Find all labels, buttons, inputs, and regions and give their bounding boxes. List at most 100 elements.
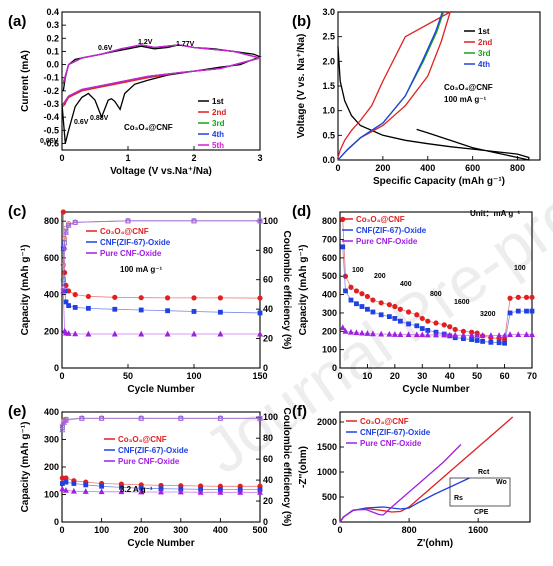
data-point [60, 283, 67, 290]
data-point [452, 326, 458, 333]
data-point [414, 323, 420, 329]
y-tick-label: 500 [322, 271, 337, 281]
panel-label: (b) [292, 13, 311, 30]
data-point [397, 306, 403, 312]
rate-label: 800 [430, 291, 442, 298]
data-point [348, 284, 354, 290]
data-point [125, 217, 131, 224]
data-point [433, 320, 439, 326]
data-point [217, 295, 223, 301]
data-point [60, 262, 66, 268]
data-point [63, 475, 69, 481]
y-tick-label: -0.1 [43, 73, 59, 83]
data-point [378, 300, 384, 306]
panel-label: (c) [8, 203, 26, 220]
rate-label: 200 [374, 273, 386, 280]
y-tick-label: 1000 [317, 467, 337, 477]
data-point [353, 329, 360, 336]
data-point [237, 488, 244, 495]
rate-label: 3200 [480, 311, 496, 318]
data-point [507, 331, 514, 337]
legend-label: Co₃O₄@CNF [118, 435, 167, 444]
data-point [217, 330, 224, 337]
y-tick-label: 800 [322, 216, 337, 226]
data-point [424, 331, 431, 338]
data-point [257, 295, 263, 301]
data-point [112, 306, 118, 312]
data-point [452, 331, 459, 338]
data-point [529, 331, 535, 337]
data-point [138, 307, 144, 313]
data-point [348, 297, 354, 303]
data-point [59, 426, 66, 433]
data-point [441, 331, 448, 338]
data-point [348, 328, 354, 335]
series-line-2 [339, 444, 462, 523]
data-point [488, 339, 494, 345]
data-point [378, 330, 385, 337]
peak-annotation: 0.05V [40, 138, 59, 145]
data-point [197, 488, 204, 495]
data-point [515, 331, 522, 337]
y-tick-label: 0.2 [46, 33, 59, 43]
y-tick-label: 1500 [317, 442, 337, 452]
data-point [365, 306, 370, 312]
x-axis-label: Z'(ohm) [417, 538, 453, 549]
data-point [85, 293, 92, 300]
legend-label: Co₃O₄@CNF [356, 215, 405, 224]
data-point [496, 332, 503, 338]
data-point [86, 305, 91, 311]
legend-label: Co₃O₄@CNF [360, 417, 409, 426]
data-point [386, 302, 392, 308]
x-tick-label: 70 [527, 371, 537, 381]
data-point [469, 337, 475, 342]
series-line-0 [337, 46, 530, 161]
plot-frame-1 [337, 11, 541, 161]
y-tick-label: 100 [322, 345, 337, 355]
data-point [257, 488, 263, 495]
y-tick-label: 600 [44, 253, 59, 263]
legend-label: CNF(ZIF-67)-Oxide [360, 428, 431, 437]
x-tick-label: 40 [445, 371, 455, 381]
x-axis-label: Specific Capacity (mAh g⁻¹) [373, 176, 505, 187]
peak-annotation: 1.2V [138, 39, 153, 46]
data-point [71, 481, 77, 486]
y2-tick-label: 60 [263, 454, 273, 464]
data-point [85, 330, 92, 337]
x-tick-label: 20 [390, 371, 400, 381]
panel-label: (f) [292, 403, 307, 420]
panel-label: (e) [8, 403, 26, 420]
data-point [60, 287, 67, 294]
data-point [386, 314, 392, 320]
y-axis-label: Current (mA) [20, 50, 31, 112]
legend-label: Pure CNF-Oxide [356, 237, 418, 246]
peak-annotation: 1.77V [176, 41, 195, 48]
x-tick-label: 1 [125, 153, 130, 163]
data-point [369, 330, 376, 337]
x-tick-label: 30 [417, 371, 427, 381]
data-point [529, 308, 535, 314]
y-tick-label: 800 [44, 216, 59, 226]
current-density-label: 100 mA g⁻¹ [120, 265, 162, 274]
x-axis-label: Cycle Number [127, 384, 194, 395]
peak-annotation: 0.6V [74, 119, 89, 126]
plot-frame-2 [61, 211, 261, 369]
data-point [425, 318, 431, 324]
circuit-label: Rct [478, 469, 490, 476]
y-tick-label: 2.0 [322, 56, 335, 66]
sample-label: Co₃O₄@CNF [444, 83, 493, 92]
data-point [358, 329, 365, 336]
data-point [164, 330, 171, 337]
data-point [257, 310, 263, 316]
data-point [72, 218, 79, 225]
y-tick-label: 400 [44, 407, 59, 417]
y-tick-label: 300 [322, 308, 337, 318]
x-tick-label: 100 [94, 525, 109, 535]
plot-frame-3 [339, 211, 533, 369]
circuit-inset [449, 477, 511, 507]
x-tick-label: 0 [337, 371, 342, 381]
y-tick-label: 0.5 [322, 130, 335, 140]
data-point [83, 482, 89, 488]
y-tick-label: 600 [322, 253, 337, 263]
x-tick-label: 1600 [468, 525, 488, 535]
